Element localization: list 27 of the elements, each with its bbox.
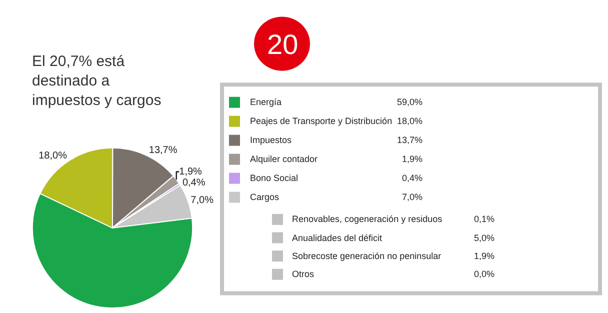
legend-label: Bono Social xyxy=(250,173,298,183)
chart-title: El 20,7% está destinado a impuestos y cargos xyxy=(32,53,162,109)
text: 0,1% xyxy=(474,214,495,224)
text: 1,9% xyxy=(474,251,495,261)
text: 7,0% xyxy=(402,192,423,202)
text: 18,0% xyxy=(397,116,423,126)
legend-label: Energía xyxy=(250,97,282,107)
text: 13,7% xyxy=(397,135,423,145)
text: 59,0% xyxy=(397,97,423,107)
category-label: Otros xyxy=(292,269,315,279)
legend-label: Peajes de Transporte y Distribución xyxy=(250,116,392,126)
data-label: 7,0% xyxy=(190,194,214,206)
data-label: 1,9% xyxy=(179,166,202,178)
category-label: Anualidades del déficit xyxy=(292,233,383,243)
legend-label: Alquiler contador xyxy=(250,154,318,164)
legend-label: Cargos xyxy=(250,192,280,202)
legend-label: Impuestos xyxy=(250,135,292,145)
text: 0,4% xyxy=(402,173,423,183)
category-label: Sobrecoste generación no peninsular xyxy=(292,251,442,261)
data-label: 13,7% xyxy=(148,145,178,156)
data-label: 18,0% xyxy=(38,150,68,162)
data-label: 0,4% xyxy=(182,177,206,188)
text: 0,0% xyxy=(474,269,495,279)
category-label: Renovables, cogeneración y residuos xyxy=(292,214,443,224)
text: 5,0% xyxy=(474,233,495,243)
text: 1,9% xyxy=(402,154,423,164)
text: 20 xyxy=(267,29,298,60)
